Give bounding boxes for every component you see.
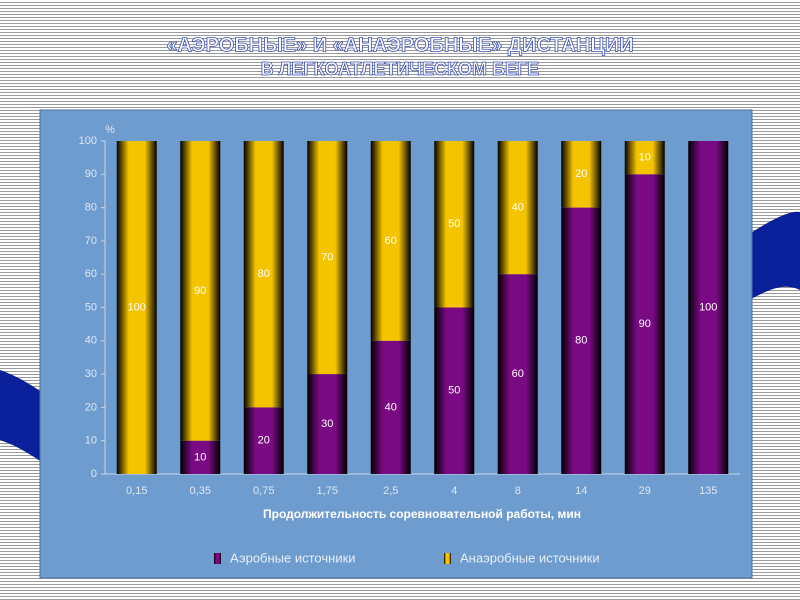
data-label: 20 <box>258 435 270 447</box>
data-label: 50 <box>448 385 460 397</box>
data-label: 60 <box>385 235 397 247</box>
y-tick-label: 10 <box>85 435 97 447</box>
data-label: 40 <box>512 202 524 214</box>
data-label: 90 <box>639 318 651 330</box>
slide-subtitle: В ЛЕГКОАТЛЕТИЧЕСКОМ БЕГЕ <box>261 59 539 79</box>
data-label: 20 <box>575 168 587 180</box>
y-tick-label: 0 <box>91 468 97 480</box>
x-tick-label: 1,75 <box>317 485 338 497</box>
data-label: 50 <box>448 218 460 230</box>
bar-segment <box>243 141 284 408</box>
legend-label: Анаэробные источники <box>460 550 600 565</box>
bar-segment <box>561 207 602 474</box>
slide-title: «АЭРОБНЫЕ» И «АНАЭРОБНЫЕ» ДИСТАНЦИИ <box>166 34 633 56</box>
x-tick-label: 8 <box>515 485 521 497</box>
bar-segment <box>307 141 348 375</box>
data-label: 100 <box>699 301 717 313</box>
data-label: 90 <box>194 285 206 297</box>
data-label: 10 <box>194 451 206 463</box>
y-tick-label: 60 <box>85 268 97 280</box>
y-axis-label: % <box>105 124 115 136</box>
bar-segment <box>243 407 284 474</box>
y-tick-label: 100 <box>79 135 97 147</box>
legend-swatch <box>444 553 451 564</box>
data-label: 70 <box>321 251 333 263</box>
x-tick-label: 14 <box>575 485 587 497</box>
bar-segment <box>180 141 221 441</box>
x-tick-label: 0,75 <box>253 485 274 497</box>
bar-segment <box>370 340 411 474</box>
y-tick-label: 30 <box>85 368 97 380</box>
data-label: 60 <box>512 368 524 380</box>
legend-swatch <box>214 553 221 564</box>
x-tick-label: 0,15 <box>126 485 147 497</box>
bar-segment <box>624 141 665 175</box>
x-tick-label: 2,5 <box>383 485 398 497</box>
x-tick-label: 135 <box>699 485 717 497</box>
bar-segment <box>180 440 221 474</box>
x-axis-title: Продолжительность соревновательной работ… <box>263 507 581 521</box>
bar-segment <box>688 141 729 474</box>
data-label: 100 <box>128 301 146 313</box>
y-tick-label: 80 <box>85 202 97 214</box>
y-tick-label: 70 <box>85 235 97 247</box>
data-label: 30 <box>321 418 333 430</box>
bar-segment <box>561 141 602 208</box>
bar-segment <box>624 174 665 475</box>
data-label: 80 <box>575 335 587 347</box>
bar-segment <box>497 141 538 275</box>
x-tick-label: 0,35 <box>190 485 211 497</box>
y-tick-label: 40 <box>85 335 97 347</box>
bar-segment <box>434 141 475 308</box>
x-tick-label: 29 <box>639 485 651 497</box>
legend-label: Аэробные источники <box>230 550 356 565</box>
y-tick-label: 20 <box>85 401 97 413</box>
data-label: 10 <box>639 152 651 164</box>
wave-right <box>740 211 800 305</box>
bar-segment <box>434 307 475 474</box>
y-tick-label: 90 <box>85 168 97 180</box>
bar-segment <box>307 374 348 474</box>
y-tick-label: 50 <box>85 301 97 313</box>
bar-segment <box>116 141 157 474</box>
bar-segment <box>370 141 411 341</box>
data-label: 80 <box>258 268 270 280</box>
bar-segment <box>497 274 538 474</box>
data-label: 40 <box>385 401 397 413</box>
x-tick-label: 4 <box>451 485 457 497</box>
